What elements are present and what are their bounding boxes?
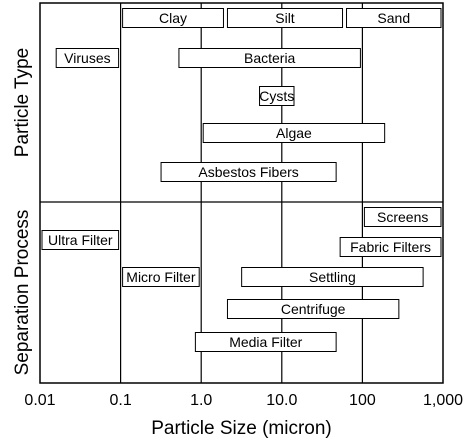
bar-label: Sand	[377, 10, 410, 26]
bar-box	[226, 8, 344, 28]
bar-ultra-filter: Ultra Filter	[41, 230, 120, 250]
bar-viruses: Viruses	[55, 48, 120, 68]
bar-box	[55, 48, 120, 68]
bar-box	[346, 8, 442, 28]
bar-box	[178, 48, 361, 68]
range-bars: Clay Silt Sand Viruses Bacteria Cysts Algae Asb…	[41, 8, 442, 352]
bar-silt: Silt	[226, 8, 344, 28]
bar-box	[41, 230, 120, 250]
bar-bacteria: Bacteria	[178, 48, 361, 68]
bar-sand: Sand	[346, 8, 442, 28]
bar-asbestos-fibers: Asbestos Fibers	[160, 162, 337, 182]
plot-area: Clay Silt Sand Viruses Bacteria Cysts Algae Asb…	[39, 2, 444, 384]
bar-label: Screens	[377, 209, 428, 225]
bar-box	[122, 267, 200, 287]
bar-box	[202, 123, 386, 143]
plot-frame	[39, 2, 444, 384]
bar-box	[339, 237, 442, 257]
bar-clay: Clay	[122, 8, 224, 28]
x-axis-title: Particle Size (micron)	[151, 418, 332, 439]
x-tick-label: 1,000	[423, 392, 463, 409]
bar-settling: Settling	[241, 267, 424, 287]
bar-fabric-filters: Fabric Filters	[339, 237, 442, 257]
bar-label: Bacteria	[244, 50, 296, 66]
bar-box	[259, 86, 295, 106]
bar-label: Cysts	[259, 88, 294, 104]
bar-screens: Screens	[363, 207, 442, 227]
x-tick-labels: 0.01 0.1 1.0 10.0 100 1,000	[24, 392, 463, 409]
bar-box	[241, 267, 424, 287]
bar-centrifuge: Centrifuge	[226, 299, 400, 319]
bar-box	[226, 299, 400, 319]
group-label-particle-type: Particle Type	[12, 48, 33, 157]
x-tick-label: 100	[349, 392, 376, 409]
x-tick-label: 1.0	[190, 392, 212, 409]
bar-media-filter: Media Filter	[194, 332, 337, 352]
bar-label: Ultra Filter	[48, 232, 113, 248]
bar-box	[160, 162, 337, 182]
bar-label: Micro Filter	[126, 269, 196, 285]
bar-algae: Algae	[202, 123, 386, 143]
bar-cysts: Cysts	[259, 86, 295, 106]
x-tick-label: 0.1	[109, 392, 131, 409]
x-tick-label: 0.01	[24, 392, 55, 409]
bar-label: Asbestos Fibers	[198, 164, 298, 180]
bar-label: Settling	[309, 269, 356, 285]
bar-label: Fabric Filters	[350, 239, 431, 255]
bar-box	[122, 8, 224, 28]
group-label-separation-process: Separation Process	[12, 210, 33, 376]
bar-label: Media Filter	[229, 334, 302, 350]
bar-label: Centrifuge	[281, 301, 346, 317]
bar-box	[363, 207, 442, 227]
bar-micro-filter: Micro Filter	[122, 267, 200, 287]
bar-label: Viruses	[64, 50, 110, 66]
bar-box	[194, 332, 337, 352]
bar-label: Clay	[159, 10, 187, 26]
bar-label: Silt	[275, 10, 295, 26]
x-tick-label: 10.0	[266, 392, 297, 409]
bar-label: Algae	[276, 125, 312, 141]
